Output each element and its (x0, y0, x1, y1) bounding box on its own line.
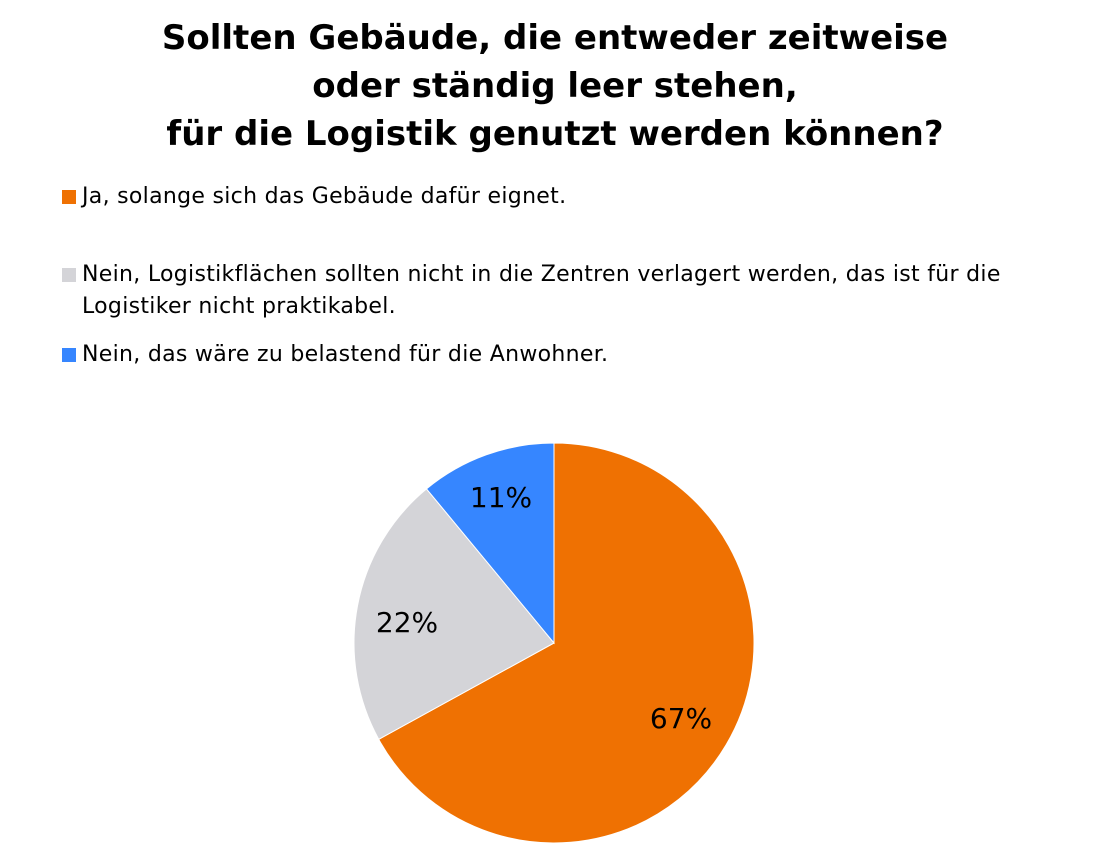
pie-value-labels: 67% 22% 11% (376, 481, 712, 735)
legend-swatch-ja (62, 190, 76, 204)
pie-label-ja: 67% (650, 702, 712, 735)
legend-swatch-nein-anwohner (62, 348, 76, 362)
pie-slice-ja (378, 442, 755, 844)
legend-item-nein-zentren: Nein, Logistikflächen sollten nicht in d… (62, 259, 1072, 323)
legend-swatch-nein-zentren (62, 268, 76, 282)
chart-title: Sollten Gebäude, die entweder zeitweise … (0, 14, 1100, 158)
legend-label-nein-zentren: Nein, Logistikflächen sollten nicht in d… (82, 262, 1001, 319)
legend-label-nein-anwohner: Nein, das wäre zu belastend für die Anwo… (82, 342, 609, 367)
legend-item-ja: Ja, solange sich das Gebäude dafür eigne… (62, 181, 1072, 213)
pie-label-nein-zentren: 22% (376, 606, 438, 639)
pie-label-nein-anwohner: 11% (470, 481, 532, 514)
legend-item-nein-anwohner: Nein, das wäre zu belastend für die Anwo… (62, 339, 1072, 371)
pie-slices (353, 442, 755, 844)
pie-slice-nein-zentren (353, 488, 555, 741)
legend-label-ja: Ja, solange sich das Gebäude dafür eigne… (82, 184, 567, 209)
chart-title-line-2: oder ständig leer stehen, (312, 66, 798, 106)
chart-title-line-3: für die Logistik genutzt werden können? (166, 114, 944, 154)
chart-title-line-1: Sollten Gebäude, die entweder zeitweise (161, 18, 949, 58)
pie-slice-nein-anwohner (425, 442, 555, 645)
